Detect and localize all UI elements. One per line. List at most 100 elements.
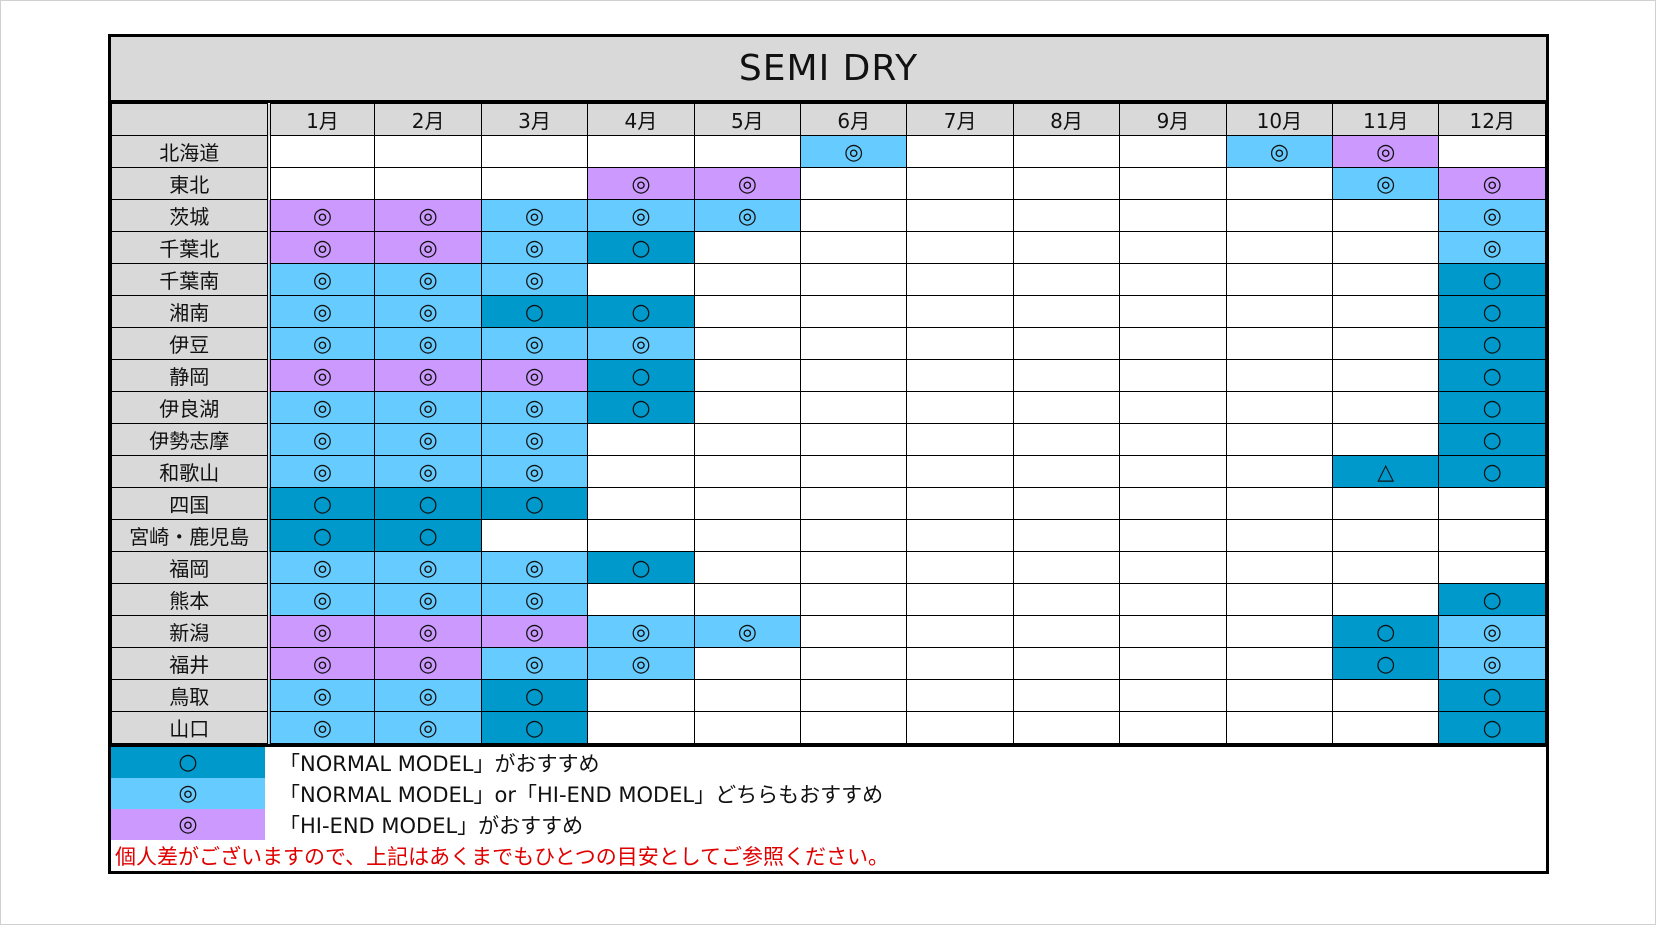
circle-icon: ○ <box>1482 715 1502 741</box>
month-cell <box>1225 455 1334 488</box>
double-circle-icon: ◎ <box>737 619 757 645</box>
month-cell: ○ <box>1438 583 1546 616</box>
month-cell <box>1012 135 1121 168</box>
circle-icon: ○ <box>1482 683 1502 709</box>
month-cell <box>906 327 1014 360</box>
double-circle-icon: ◎ <box>312 683 333 709</box>
month-header: 2月 <box>374 103 482 136</box>
double-circle-icon: ◎ <box>1482 619 1502 645</box>
circle-icon: ○ <box>631 363 651 389</box>
month-cell <box>906 359 1014 392</box>
month-cell <box>587 135 695 168</box>
double-circle-icon: ◎ <box>418 267 438 293</box>
double-circle-icon: ◎ <box>524 235 545 261</box>
circle-icon: ○ <box>1482 427 1502 453</box>
circle-icon: ○ <box>1376 651 1396 677</box>
month-cell <box>906 679 1014 712</box>
circle-icon: ○ <box>631 235 651 261</box>
month-cell <box>1012 423 1121 456</box>
month-cell <box>906 615 1014 648</box>
region-label: 伊豆 <box>111 327 271 360</box>
month-cell <box>1332 231 1440 264</box>
month-cell <box>1225 231 1334 264</box>
month-header: 4月 <box>587 103 695 136</box>
month-cell <box>1332 327 1440 360</box>
month-cell: ○ <box>480 487 589 520</box>
double-circle-icon: ◎ <box>312 715 333 741</box>
double-circle-icon: ◎ <box>418 363 438 389</box>
month-cell <box>267 135 376 168</box>
month-cell <box>587 455 695 488</box>
double-circle-icon: ◎ <box>312 331 333 357</box>
circle-icon: ○ <box>1482 299 1502 325</box>
triangle-icon: △ <box>1377 459 1395 485</box>
month-cell: ○ <box>1438 295 1546 328</box>
month-cell <box>1012 167 1121 200</box>
month-cell: ◎ <box>374 711 482 744</box>
region-label: 宮崎・鹿児島 <box>111 519 271 552</box>
month-cell <box>800 551 908 584</box>
month-cell <box>906 391 1014 424</box>
month-cell: ◎ <box>374 679 482 712</box>
table-row: 東北 ◎ ◎ ◎ ◎ <box>111 167 1546 200</box>
legend-row-normal: ○ 「NORMAL MODEL」がおすすめ <box>111 747 1546 778</box>
header-corner <box>111 103 271 136</box>
month-cell: ○ <box>374 487 482 520</box>
double-circle-icon: ◎ <box>631 203 651 229</box>
double-circle-icon: ◎ <box>312 459 333 485</box>
month-cell: ○ <box>1438 327 1546 360</box>
month-cell <box>906 551 1014 584</box>
month-cell <box>1119 647 1227 680</box>
month-header: 10月 <box>1225 103 1334 136</box>
month-cell <box>800 487 908 520</box>
double-circle-icon: ◎ <box>418 203 438 229</box>
month-cell <box>800 583 908 616</box>
region-label: 静岡 <box>111 359 271 392</box>
double-circle-icon: ◎ <box>524 363 545 389</box>
month-cell: ◎ <box>267 423 376 456</box>
month-cell <box>1012 295 1121 328</box>
legend-row-hiend: ◎ 「HI-END MODEL」がおすすめ <box>111 809 1546 840</box>
month-header: 6月 <box>800 103 908 136</box>
double-circle-icon: ◎ <box>312 651 333 677</box>
circle-icon: ○ <box>631 299 651 325</box>
circle-icon: ○ <box>631 555 651 581</box>
double-circle-icon: ◎ <box>631 331 651 357</box>
region-label: 四国 <box>111 487 271 520</box>
circle-icon: ○ <box>1482 363 1502 389</box>
month-cell <box>1119 487 1227 520</box>
region-label: 鳥取 <box>111 679 271 712</box>
table-row: 鳥取 ◎ ◎ ○ ○ <box>111 679 1546 712</box>
month-cell <box>906 647 1014 680</box>
month-cell: ◎ <box>267 583 376 616</box>
month-cell <box>1119 263 1227 296</box>
double-circle-icon: ◎ <box>178 812 198 837</box>
month-cell <box>1119 455 1227 488</box>
region-label: 千葉北 <box>111 231 271 264</box>
month-cell <box>1119 551 1227 584</box>
double-circle-icon: ◎ <box>418 299 438 325</box>
circle-icon: ○ <box>524 299 545 325</box>
month-cell: ○ <box>1332 615 1440 648</box>
circle-icon: ○ <box>1482 459 1502 485</box>
double-circle-icon: ◎ <box>1376 139 1396 165</box>
month-cell <box>1332 679 1440 712</box>
month-cell <box>906 263 1014 296</box>
month-cell <box>1332 295 1440 328</box>
month-cell: ◎ <box>267 263 376 296</box>
month-cell <box>693 263 802 296</box>
month-cell <box>906 455 1014 488</box>
month-cell: ◎ <box>480 327 589 360</box>
month-cell: ◎ <box>374 199 482 232</box>
table-row: 福井 ◎ ◎ ◎ ◎ ○ ◎ <box>111 647 1546 680</box>
month-cell <box>1119 199 1227 232</box>
table-row: 静岡 ◎ ◎ ◎ ○ ○ <box>111 359 1546 392</box>
month-cell <box>693 519 802 552</box>
month-cell <box>1012 551 1121 584</box>
month-cell <box>1225 711 1334 744</box>
double-circle-icon: ◎ <box>631 651 651 677</box>
month-cell: ◎ <box>267 551 376 584</box>
table-row: 宮崎・鹿児島 ○ ○ <box>111 519 1546 552</box>
legend-swatch-hiend: ◎ <box>111 809 265 840</box>
month-cell <box>906 295 1014 328</box>
